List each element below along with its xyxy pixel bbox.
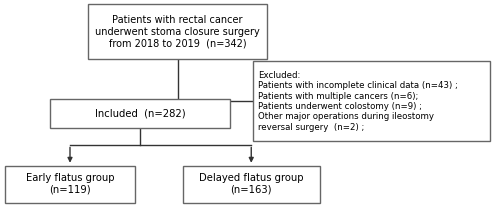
FancyBboxPatch shape — [252, 61, 490, 141]
Text: Included  (n=282): Included (n=282) — [94, 108, 186, 118]
FancyBboxPatch shape — [88, 4, 268, 59]
Text: Excluded:
Patients with incomplete clinical data (n=43) ;
Patients with multiple: Excluded: Patients with incomplete clini… — [258, 71, 458, 132]
FancyBboxPatch shape — [5, 166, 135, 203]
Text: Early flatus group
(n=119): Early flatus group (n=119) — [26, 173, 114, 195]
Text: Patients with rectal cancer
underwent stoma closure surgery
from 2018 to 2019  (: Patients with rectal cancer underwent st… — [95, 15, 260, 48]
FancyBboxPatch shape — [182, 166, 320, 203]
Text: Delayed flatus group
(n=163): Delayed flatus group (n=163) — [199, 173, 304, 195]
FancyBboxPatch shape — [50, 99, 230, 128]
